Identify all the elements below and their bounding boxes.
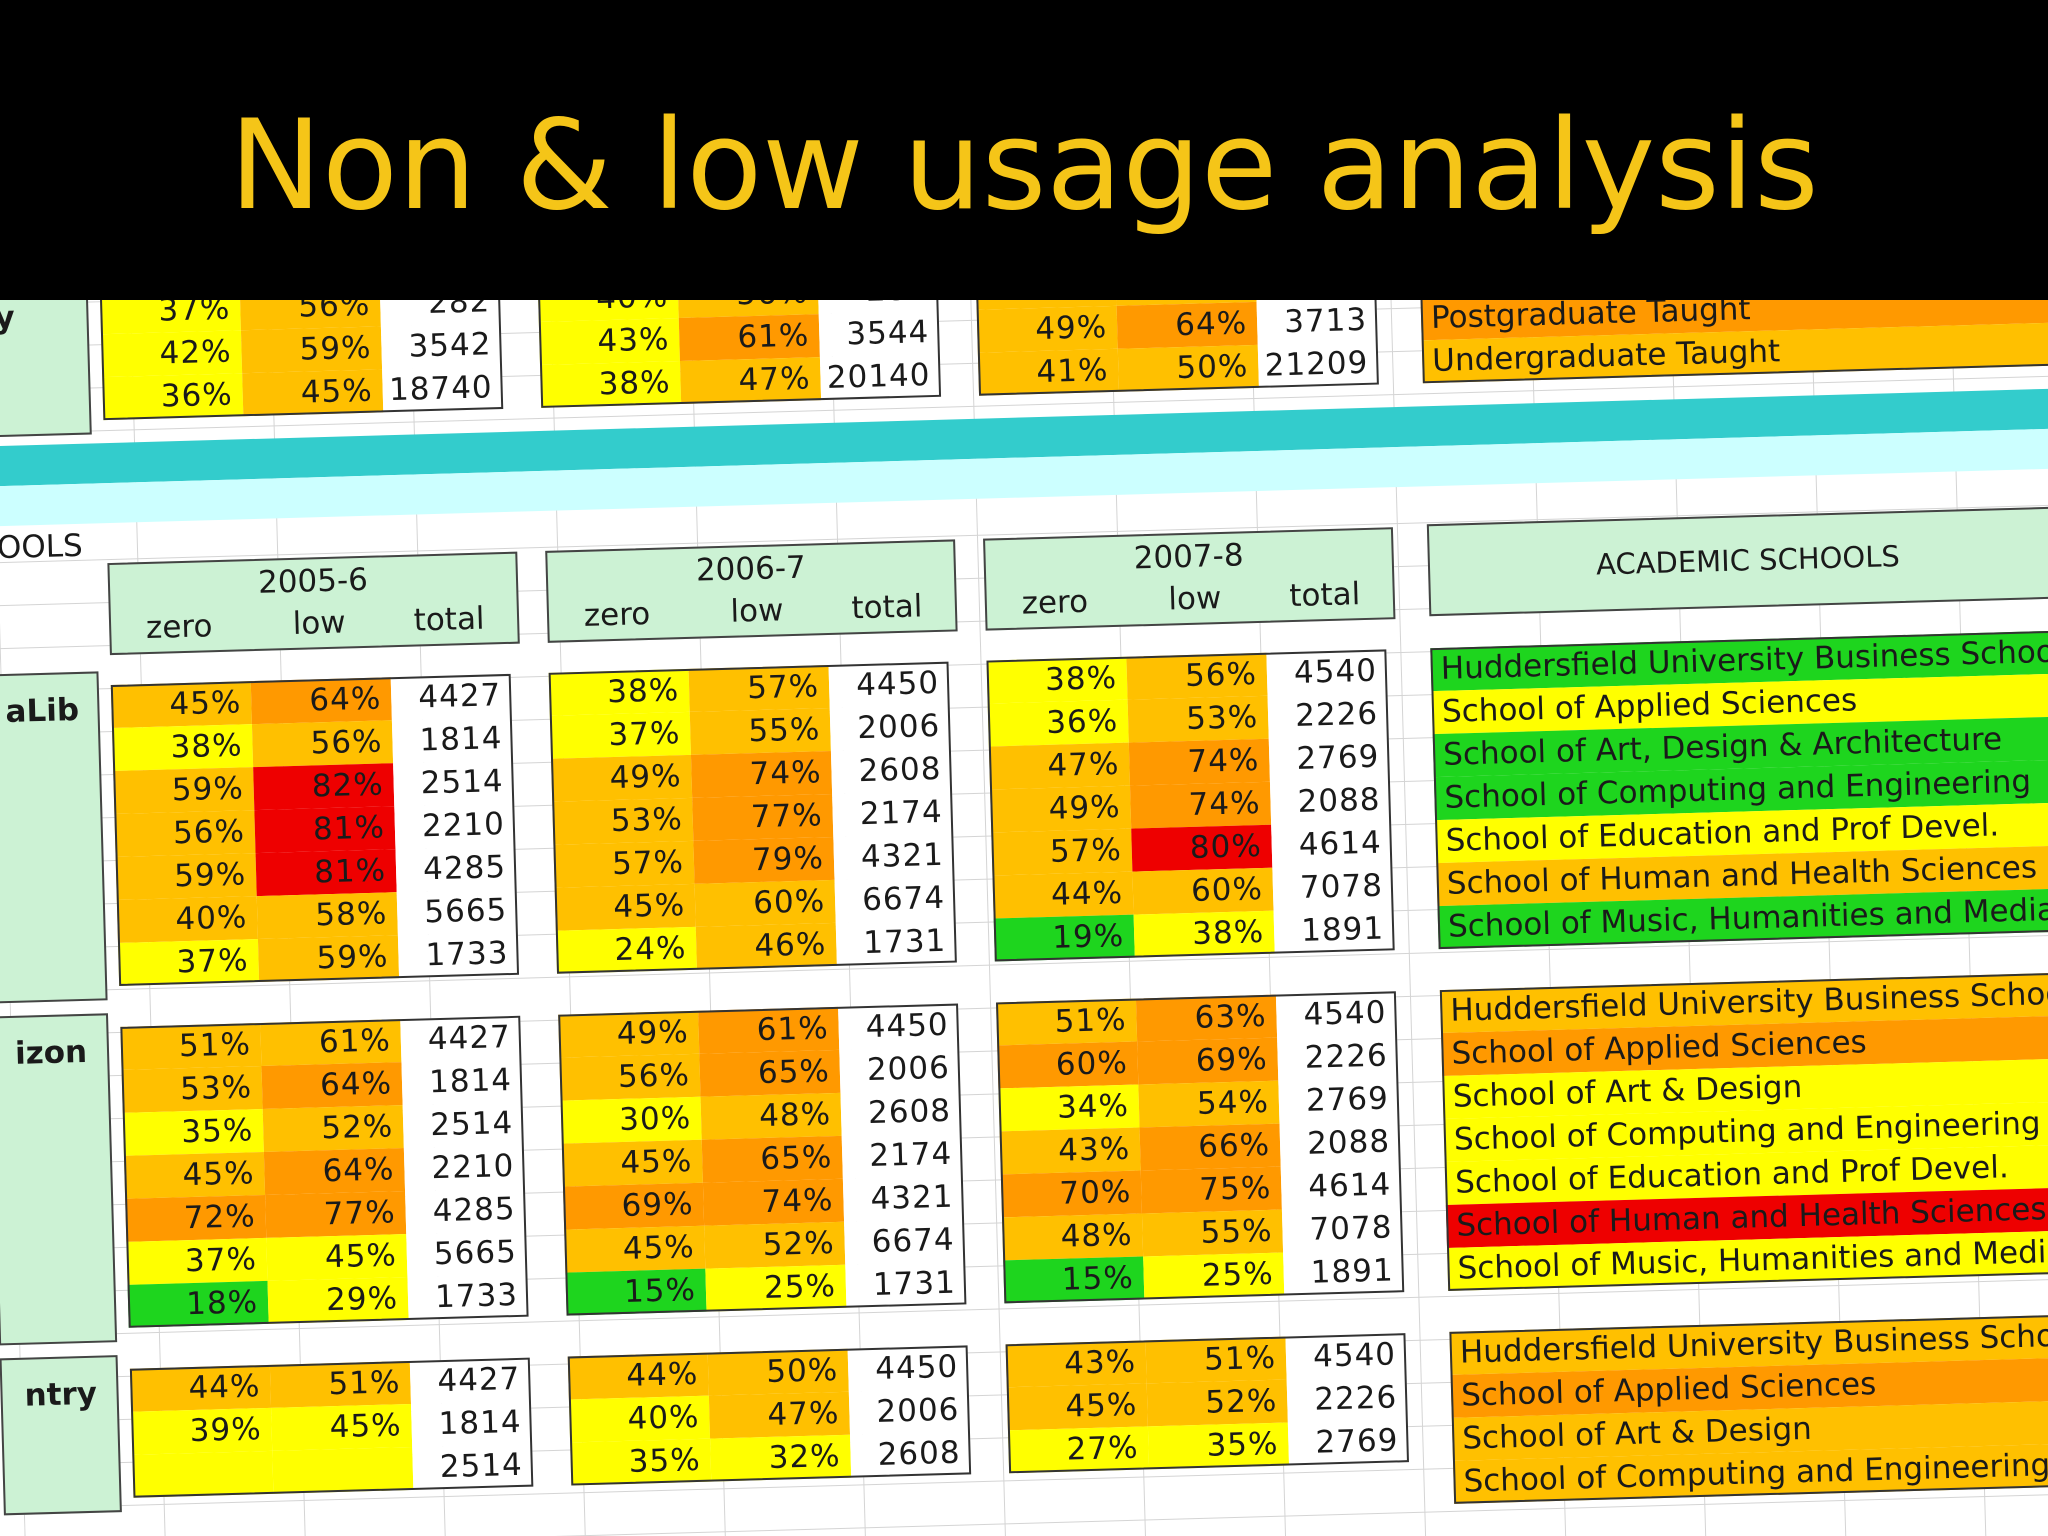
block-2-group-0 [120,1015,529,1328]
block-3-row-label: ntry [24,1375,98,1414]
col-header-zero: zero [1021,583,1089,622]
block-1-row-label: aLib [5,691,80,730]
block-3-group-1 [567,1345,972,1486]
block-2-group-2 [996,991,1405,1304]
block-2-row-label: izon [14,1033,88,1072]
col-header-low: low [1167,580,1222,618]
block-2-schools-box [1439,972,2048,1291]
title-bar: Non & low usage analysis [0,0,2048,300]
col-header-low: low [292,604,347,642]
block-2-group-1 [558,1003,967,1316]
top-block-group-0 [99,300,504,421]
col-header-total: total [1288,576,1361,615]
col-header-zero: zero [145,608,213,647]
block-3-schools-box [1449,1314,2048,1504]
col-header-total: total [413,600,486,639]
top-block-schools-box [1419,300,2048,384]
block-3-group-0 [129,1357,534,1498]
col-header-low: low [730,592,784,630]
top-block-group-1 [537,300,942,408]
block-1-group-1 [548,661,957,974]
block-3-group-2 [1005,1333,1409,1474]
top-block-group-2 [975,300,1379,396]
block-1-schools-box [1430,630,2048,950]
col-header-zero: zero [583,595,651,634]
top-block-row-label: y [0,300,16,337]
slide-title: Non & low usage analysis [229,94,1819,238]
block-1-group-2 [986,649,1395,962]
spreadsheet-grid: y37%56%28242%59%354236%45%1874040%56%280… [0,300,2048,1536]
spreadsheet-image: y37%56%28242%59%354236%45%1874040%56%280… [0,300,2048,1536]
block-1-group-0 [110,673,520,986]
section-label: OOLS [0,527,84,567]
col-header-total: total [850,588,923,627]
